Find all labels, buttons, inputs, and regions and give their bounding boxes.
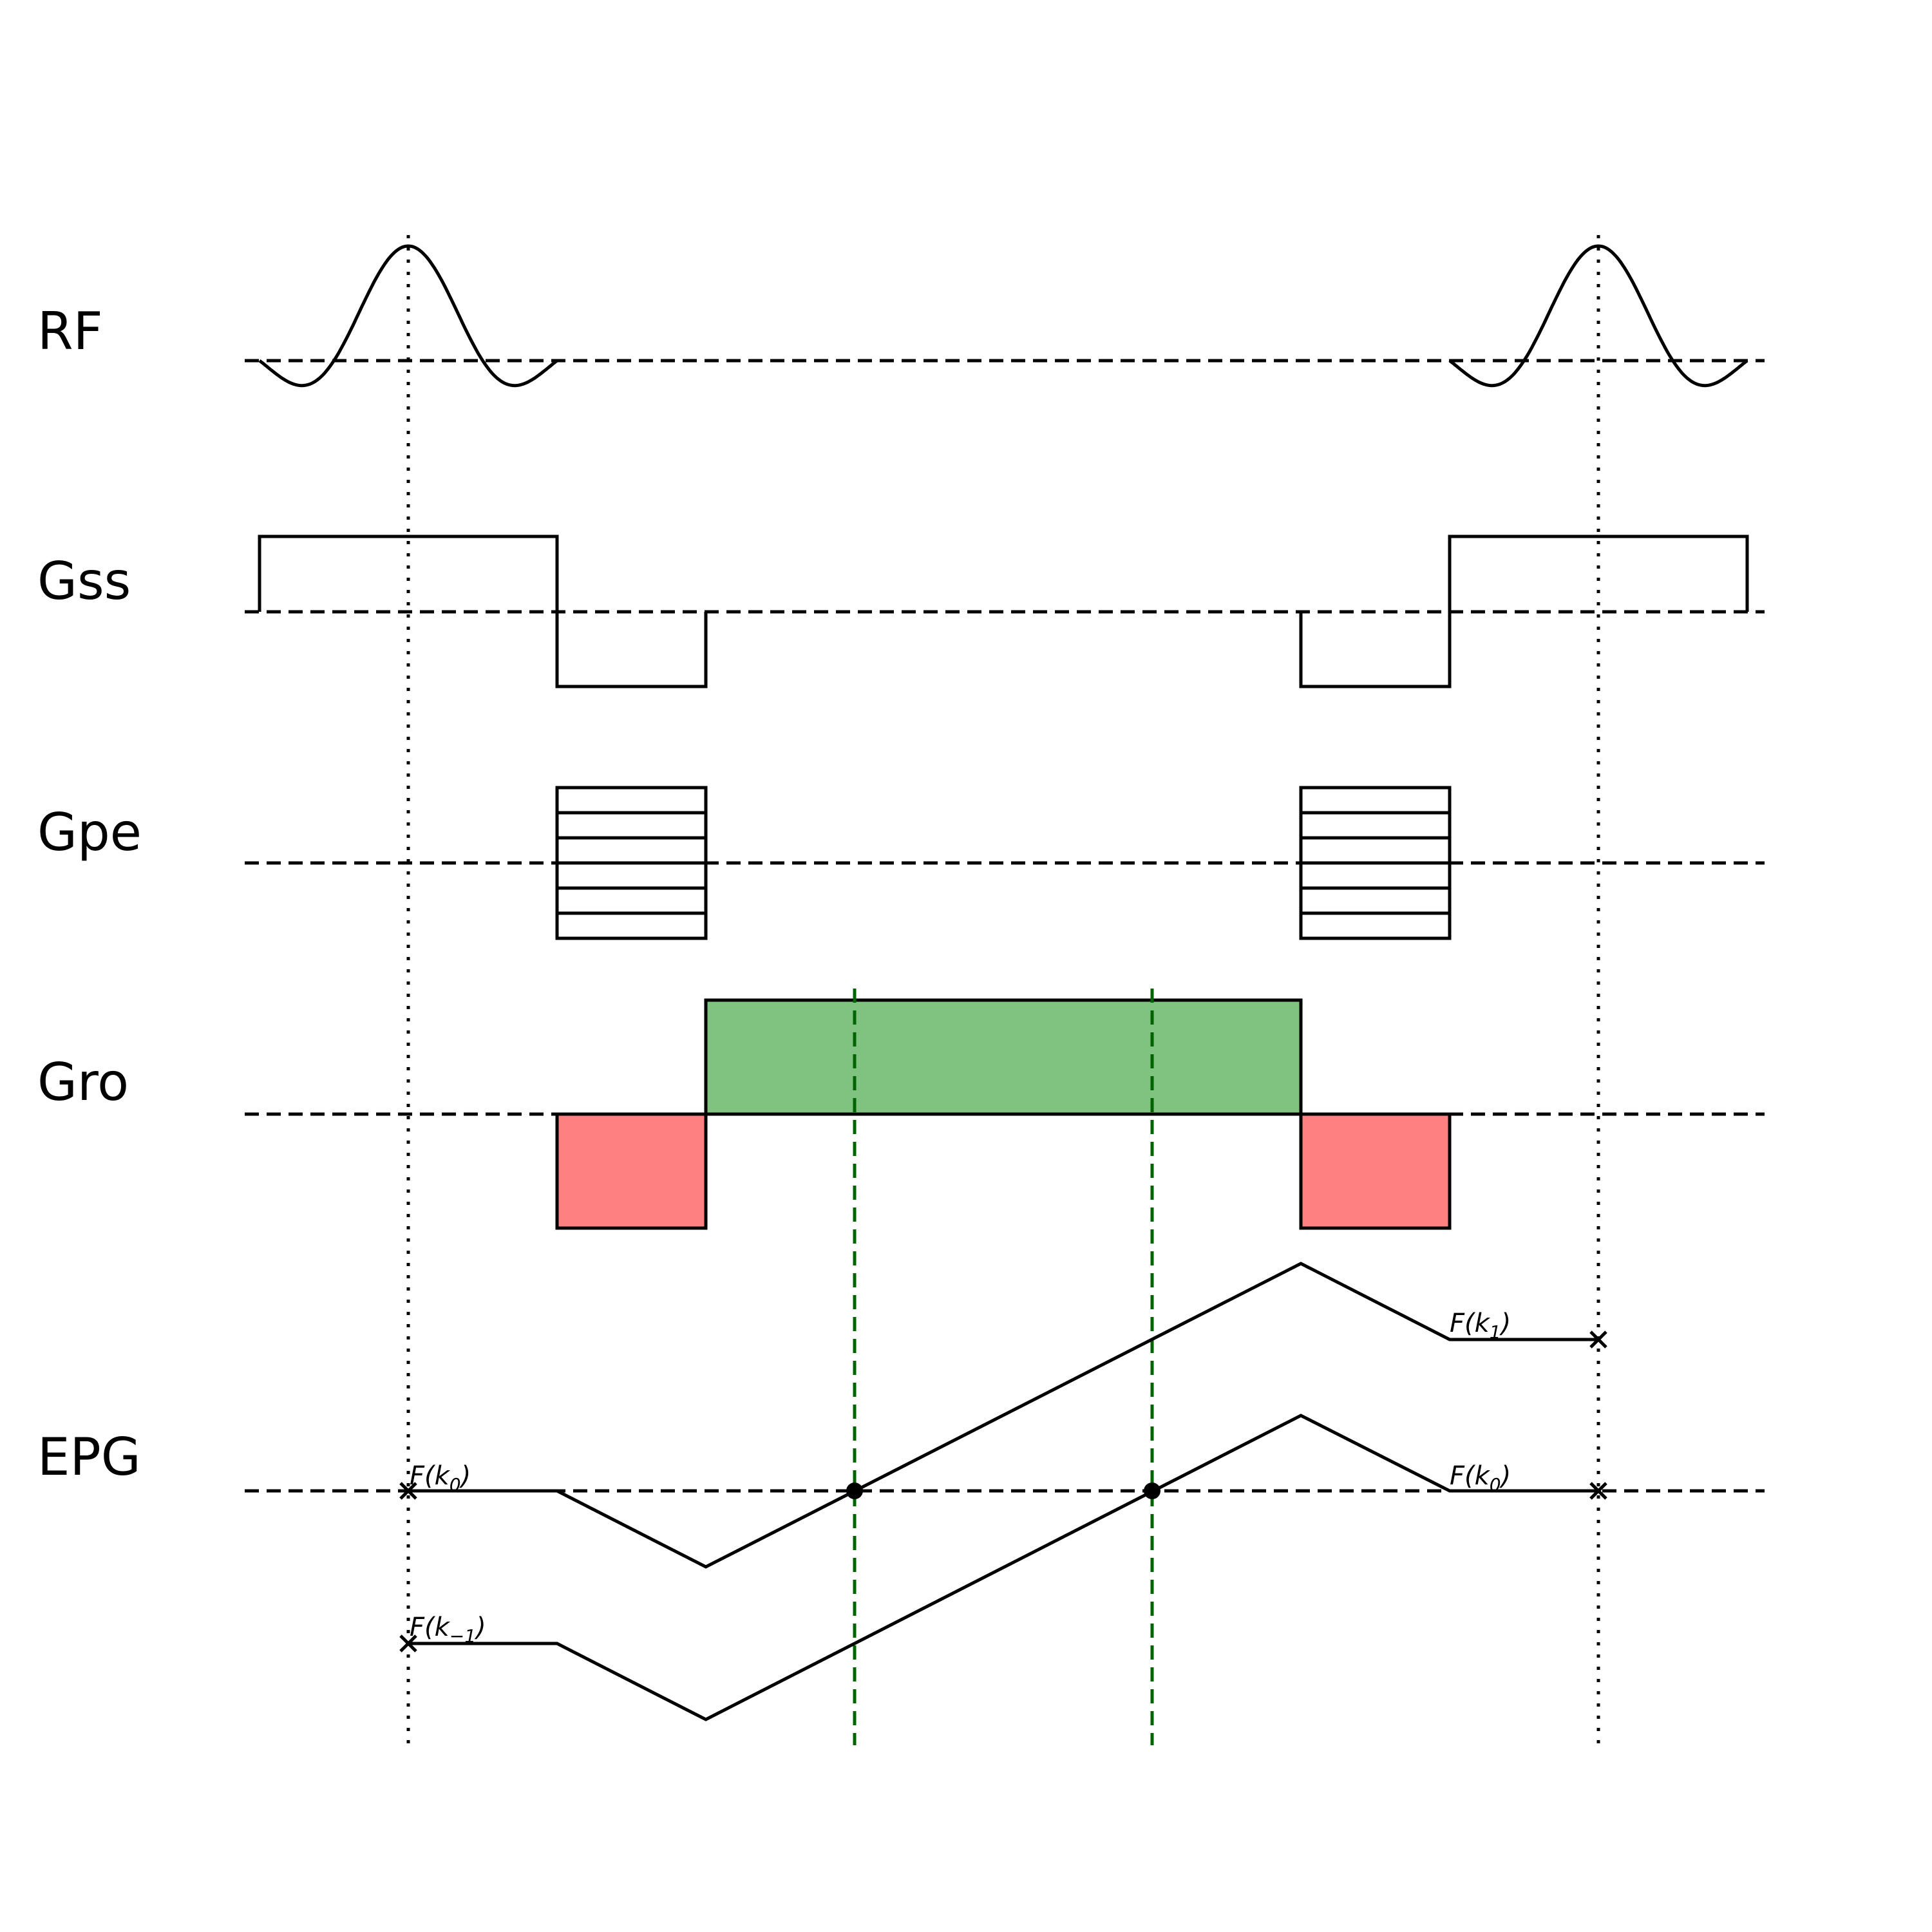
echo-point-1 <box>846 1482 863 1499</box>
state-label-end-k0: F(k0) <box>1450 1461 1511 1495</box>
row-label-gro: Gro <box>37 1052 129 1112</box>
rf-pulse-1 <box>260 246 557 386</box>
epg-path-upper <box>408 1264 1598 1567</box>
epg-path-middle <box>408 1416 1598 1719</box>
rf-pulse-2 <box>1450 246 1747 386</box>
row-label-gpe: Gpe <box>37 802 142 862</box>
gro-rephaser-lobe <box>1301 1114 1450 1228</box>
row-label-epg: EPG <box>37 1427 141 1487</box>
state-label-end-k1: F(k1) <box>1450 1309 1511 1343</box>
state-label-start-k-minus1: F(k−1) <box>410 1613 486 1647</box>
row-label-gss: Gss <box>37 551 131 611</box>
row-label-rf: RF <box>37 301 103 361</box>
gpe-phase-encode-table-1 <box>557 788 706 938</box>
gro-prephaser-lobe <box>557 1114 706 1228</box>
echo-point-2 <box>1144 1482 1160 1499</box>
gro-readout-lobe <box>706 1000 1301 1114</box>
gpe-phase-encode-table-2 <box>1301 788 1450 938</box>
state-label-start-k0: F(k0) <box>410 1461 471 1495</box>
